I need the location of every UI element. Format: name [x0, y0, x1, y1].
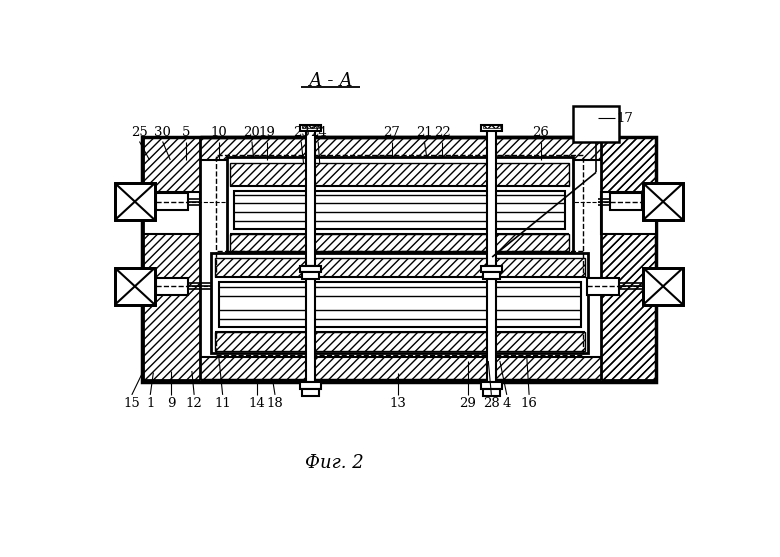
Bar [144, 192, 200, 234]
Bar [643, 183, 683, 220]
Bar [217, 251, 583, 355]
Bar [302, 125, 319, 128]
Bar [487, 128, 496, 266]
Text: 19: 19 [259, 126, 276, 139]
Bar [601, 137, 656, 380]
Text: 22: 22 [434, 126, 451, 139]
Bar [226, 157, 573, 253]
Bar [300, 125, 321, 131]
Bar [643, 183, 683, 220]
Bar [306, 128, 315, 266]
Bar [217, 155, 583, 258]
Bar [483, 125, 500, 128]
Bar [230, 234, 569, 251]
Text: 13: 13 [390, 397, 406, 410]
Text: 21: 21 [416, 126, 433, 139]
Text: 18: 18 [267, 397, 283, 410]
Bar [300, 266, 321, 272]
Bar [643, 268, 683, 305]
Bar [230, 186, 569, 234]
Bar [215, 258, 584, 277]
Bar [115, 268, 155, 305]
Text: Фиг. 2: Фиг. 2 [305, 455, 363, 472]
Text: 26: 26 [532, 126, 549, 139]
Bar [156, 278, 188, 295]
Bar [144, 137, 200, 192]
Text: 28: 28 [483, 397, 500, 410]
Bar [601, 192, 656, 234]
Text: 1: 1 [146, 397, 154, 410]
Bar [300, 382, 321, 389]
Text: А - А: А - А [308, 72, 353, 90]
Bar [215, 277, 584, 332]
Text: 27: 27 [384, 126, 400, 139]
Text: 10: 10 [211, 126, 227, 139]
Bar [306, 266, 315, 382]
Bar [483, 272, 500, 278]
Text: 23: 23 [292, 126, 310, 139]
Bar [643, 268, 683, 305]
Bar [587, 278, 619, 295]
Bar [142, 137, 656, 382]
Text: 30: 30 [154, 126, 171, 139]
Text: 29: 29 [459, 397, 476, 410]
Bar [200, 357, 601, 380]
Bar [115, 183, 155, 220]
Bar [601, 137, 656, 192]
Bar [483, 389, 500, 395]
Text: 5: 5 [182, 126, 190, 139]
Text: 4: 4 [502, 397, 511, 410]
Text: 12: 12 [186, 397, 203, 410]
Text: 20: 20 [243, 126, 261, 139]
Bar [234, 191, 566, 229]
Text: 25: 25 [131, 126, 148, 139]
Bar [302, 272, 319, 278]
Bar [480, 382, 502, 389]
Bar [156, 193, 188, 210]
Bar [601, 192, 656, 234]
Bar [487, 266, 496, 382]
Bar [215, 332, 584, 351]
Bar [610, 193, 642, 210]
Text: 16: 16 [521, 397, 537, 410]
Bar [144, 139, 654, 380]
Text: 17: 17 [617, 112, 634, 125]
Bar [601, 234, 656, 380]
Text: 9: 9 [167, 397, 176, 410]
Text: 11: 11 [215, 397, 231, 410]
Text: 15: 15 [123, 397, 140, 410]
Bar [144, 234, 200, 380]
Bar [142, 137, 656, 382]
Bar [480, 266, 502, 272]
Bar [219, 282, 580, 327]
Text: 14: 14 [249, 397, 266, 410]
Bar [144, 192, 200, 234]
Bar [200, 137, 601, 160]
Bar [115, 268, 155, 305]
Text: 24: 24 [310, 126, 327, 139]
Bar [480, 125, 502, 131]
Bar [230, 163, 569, 186]
Bar [115, 183, 155, 220]
Bar [302, 389, 319, 395]
Bar [211, 253, 588, 353]
Bar [573, 106, 619, 141]
